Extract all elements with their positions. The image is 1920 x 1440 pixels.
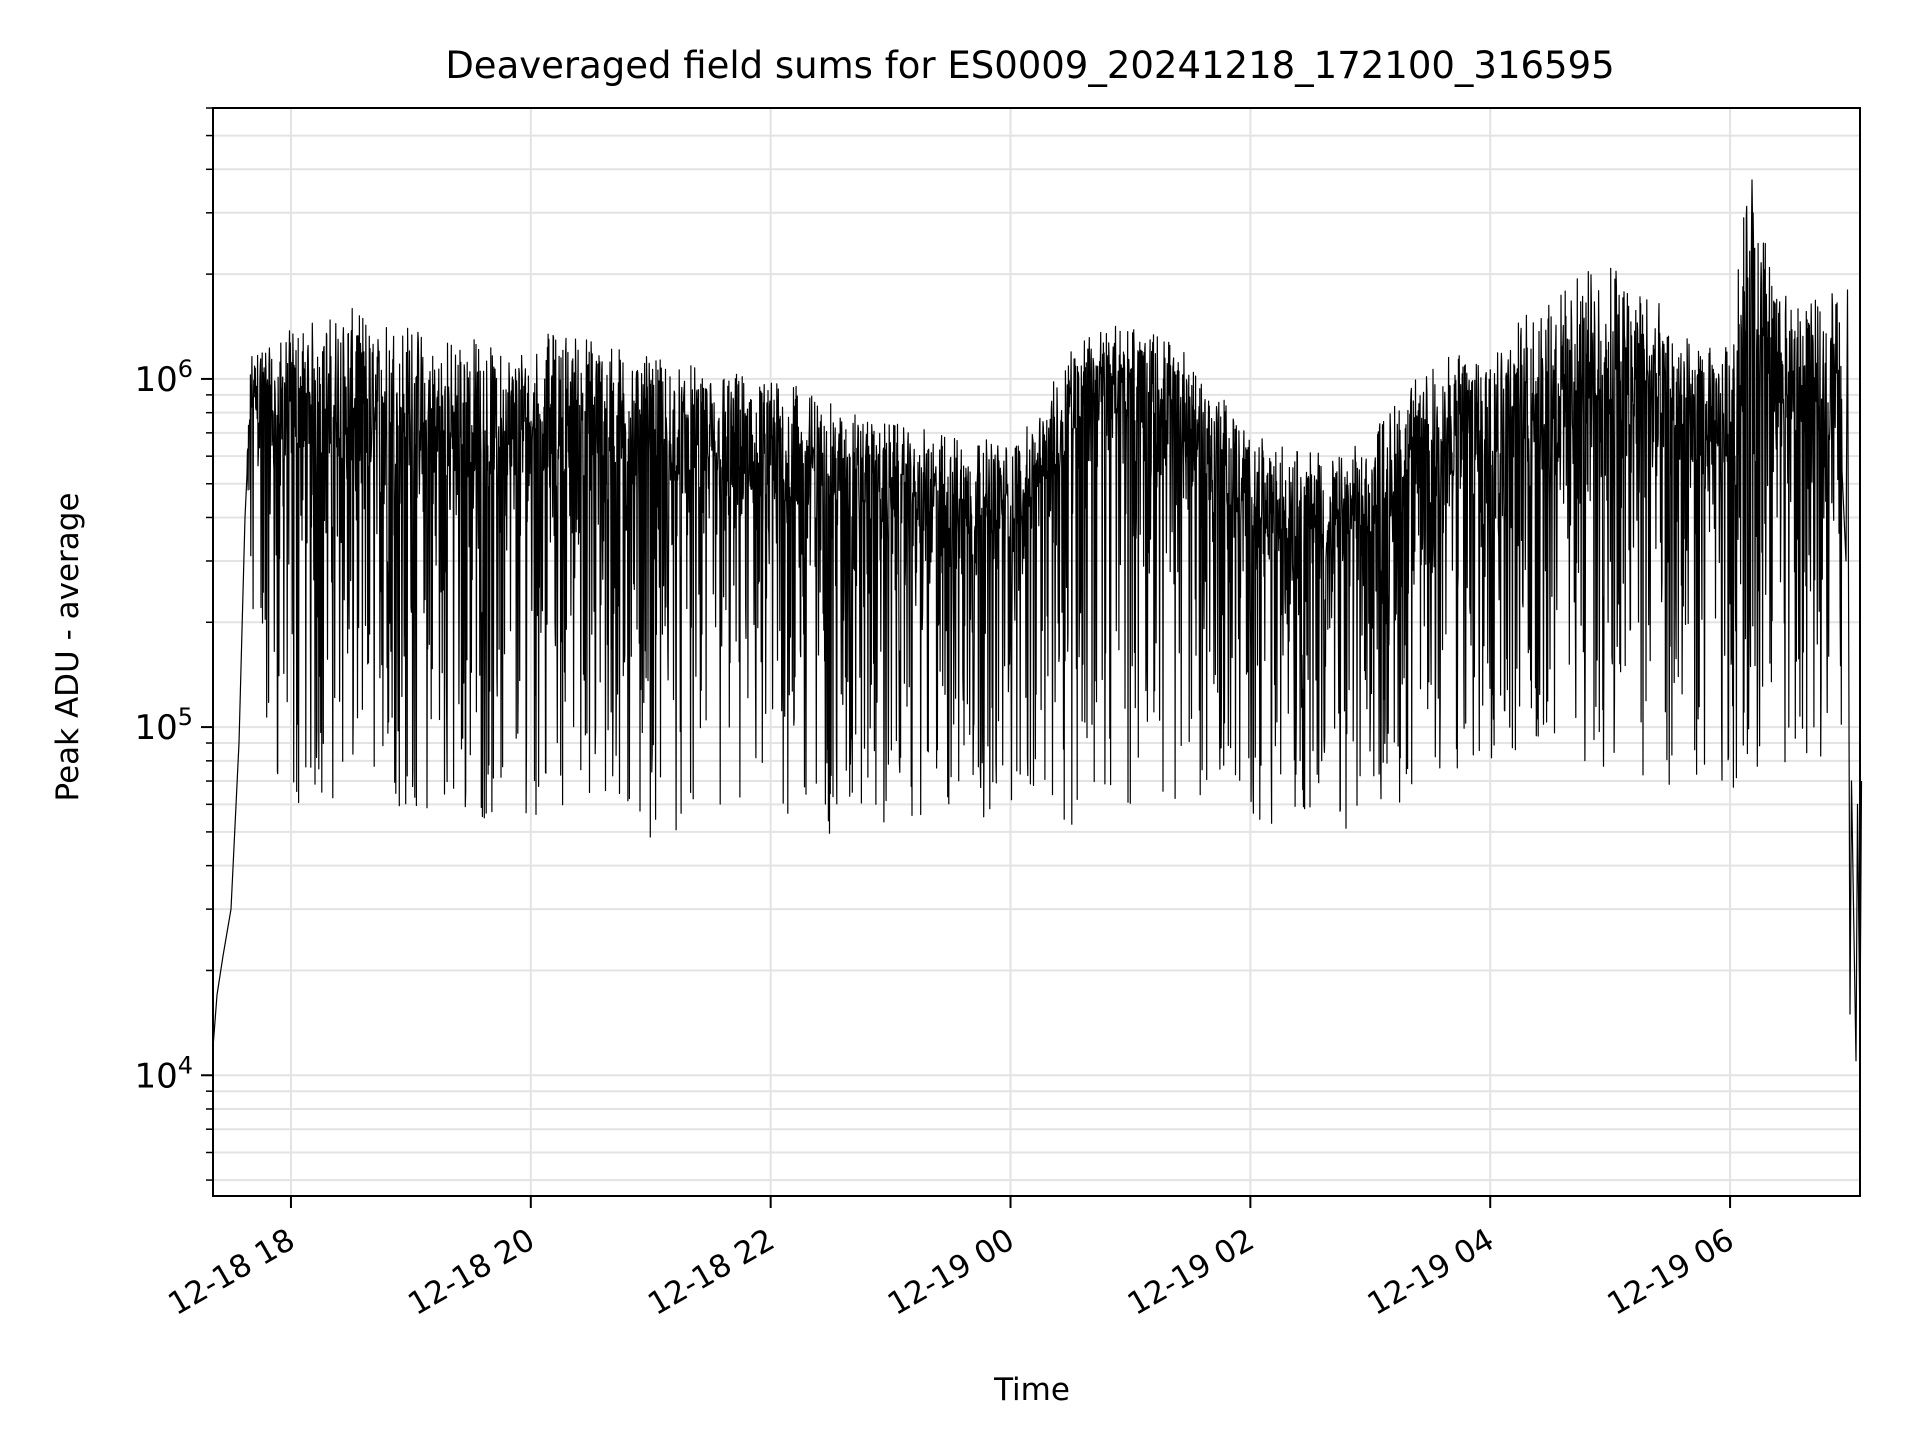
y-axis: 104 105 106 [134, 107, 213, 1181]
x-axis-label: Time [993, 1372, 1070, 1408]
y-tick-label: 104 [134, 1051, 193, 1096]
y-tick-label: 106 [134, 355, 193, 400]
series-layer [212, 179, 1863, 1062]
series-line [212, 179, 1863, 1062]
y-axis-label: Peak ADU - average [50, 492, 86, 801]
y-tick-label: 105 [134, 703, 193, 748]
plot-frame [212, 107, 1861, 1197]
chart-title: Deaveraged field sums for ES0009_2024121… [445, 44, 1614, 87]
